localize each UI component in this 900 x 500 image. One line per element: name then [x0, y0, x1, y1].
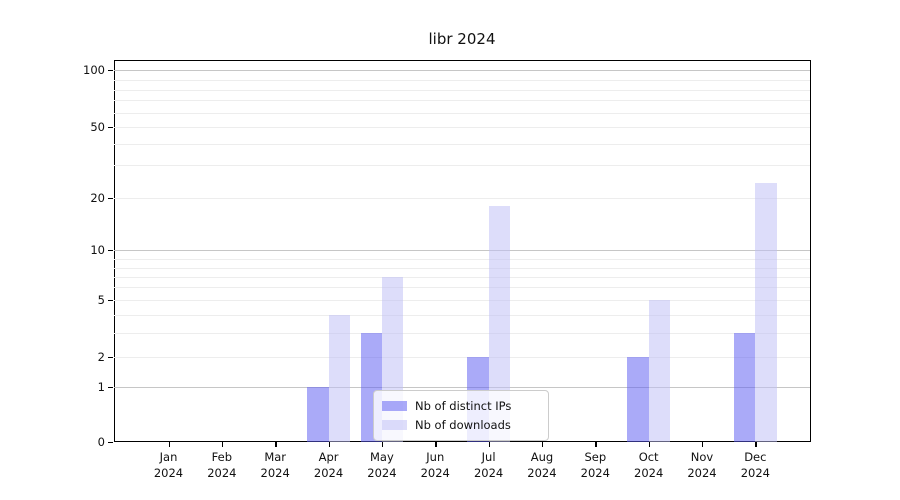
month-label: Oct: [638, 450, 659, 464]
year-label: 2024: [580, 465, 610, 480]
x-axis-tick: [755, 442, 757, 447]
y-axis-tick-label: 50: [90, 119, 105, 134]
x-axis-tick: [435, 442, 437, 447]
legend-swatch-downloads: [382, 420, 407, 431]
minor-gridline: [114, 144, 810, 145]
major-gridline: [114, 386, 810, 388]
major-gridline: [114, 70, 810, 71]
bar-downloads-jul: [488, 205, 510, 442]
year-label: 2024: [740, 465, 770, 480]
x-axis-tick-label: Sep 2024: [555, 450, 635, 481]
bar-downloads-oct: [648, 299, 670, 442]
minor-gridline: [114, 267, 810, 269]
year-label: 2024: [420, 465, 450, 480]
bar-distinct-ips-dec: [734, 333, 756, 442]
legend-label-downloads: Nb of downloads: [415, 418, 511, 433]
minor-gridline: [114, 90, 810, 91]
month-label: May: [370, 450, 394, 464]
x-axis-tick: [275, 442, 277, 447]
y-axis-tick-label: 10: [90, 243, 105, 257]
year-label: 2024: [153, 465, 184, 480]
year-label: 2024: [367, 465, 397, 480]
x-axis-tick-label: May 2024: [342, 450, 422, 481]
minor-gridline: [114, 299, 810, 301]
x-axis-tick-label: Aug 2024: [502, 450, 582, 481]
legend: Nb of distinct IPs Nb of downloads: [373, 390, 549, 441]
x-axis-tick: [221, 442, 224, 447]
year-label: 2024: [260, 465, 290, 480]
y-axis-tick-label: 1: [97, 379, 105, 394]
month-label: Jan: [159, 450, 178, 464]
bar-downloads-apr: [328, 314, 350, 442]
month-label: Apr: [318, 450, 339, 464]
minor-gridline: [114, 198, 810, 199]
y-axis-tick-label: 20: [90, 191, 105, 205]
year-label: 2024: [207, 465, 237, 480]
x-axis-tick-label: Nov 2024: [662, 450, 742, 481]
minor-gridline: [114, 113, 810, 114]
year-label: 2024: [687, 465, 717, 480]
y-axis-tick-label: 0: [97, 435, 105, 449]
x-axis-tick-label: Jan 2024: [129, 450, 209, 481]
month-label: Aug: [530, 450, 554, 464]
legend-item-downloads: Nb of downloads: [382, 418, 540, 432]
y-axis-tick: [108, 70, 113, 72]
minor-gridline: [114, 287, 810, 288]
x-axis-tick-label: Apr 2024: [289, 450, 369, 481]
x-axis-tick: [488, 442, 490, 447]
x-axis-tick: [648, 442, 651, 447]
x-axis-tick-label: Feb 2024: [182, 450, 262, 481]
month-label: Mar: [264, 450, 287, 464]
y-axis-tick-label: 2: [97, 349, 105, 364]
minor-gridline: [114, 276, 810, 278]
x-axis-tick: [702, 442, 704, 447]
year-label: 2024: [313, 465, 344, 480]
legend-label-distinct-ips: Nb of distinct IPs: [415, 398, 512, 413]
minor-gridline: [114, 356, 810, 358]
legend-item-distinct-ips: Nb of distinct IPs: [382, 399, 540, 413]
x-axis-tick: [328, 442, 330, 447]
month-label: Sep: [584, 450, 607, 464]
year-label: 2024: [634, 465, 664, 480]
minor-gridline: [114, 314, 810, 316]
year-label: 2024: [473, 465, 504, 480]
x-axis-tick: [381, 442, 384, 447]
y-axis-tick-label: 5: [97, 292, 105, 307]
y-axis-tick-label: 100: [83, 63, 105, 77]
month-label: Feb: [211, 450, 233, 464]
minor-gridline: [114, 259, 810, 260]
x-axis-tick-label: Oct 2024: [609, 450, 689, 481]
chart-title: libr 2024: [428, 30, 496, 48]
x-axis-tick: [168, 442, 170, 447]
minor-gridline: [114, 126, 810, 128]
month-label: Jun: [426, 450, 445, 464]
month-label: Nov: [690, 450, 714, 464]
minor-gridline: [114, 333, 810, 334]
bar-downloads-dec: [755, 183, 777, 442]
x-axis-tick-label: Mar 2024: [235, 450, 315, 481]
x-axis-tick: [541, 442, 544, 447]
month-label: Jul: [481, 450, 496, 464]
x-axis-tick-label: Jun 2024: [395, 450, 475, 481]
y-axis-tick: [108, 442, 113, 444]
minor-gridline: [114, 80, 810, 81]
x-axis-tick-label: Dec 2024: [715, 450, 795, 481]
x-axis-tick: [595, 442, 597, 447]
y-axis-tick: [108, 250, 113, 252]
bar-distinct-ips-oct: [627, 356, 649, 442]
x-axis-tick-label: Jul 2024: [449, 450, 529, 481]
minor-gridline: [114, 165, 810, 166]
bar-distinct-ips-apr: [307, 386, 329, 442]
y-axis-tick: [108, 299, 113, 301]
minor-gridline: [114, 100, 810, 101]
y-axis-tick: [108, 126, 113, 128]
year-label: 2024: [527, 465, 557, 480]
legend-swatch-distinct-ips: [382, 400, 407, 411]
major-gridline: [114, 250, 810, 251]
y-axis-tick: [108, 386, 113, 388]
month-label: Dec: [744, 450, 767, 464]
y-axis-tick: [108, 356, 113, 358]
y-axis-tick: [108, 198, 113, 200]
